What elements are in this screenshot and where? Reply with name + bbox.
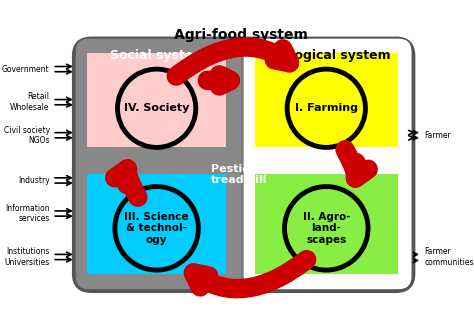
Text: Retail
Wholesale: Retail Wholesale: [10, 93, 50, 112]
Text: Institutions
Universities: Institutions Universities: [4, 247, 50, 267]
FancyBboxPatch shape: [74, 39, 413, 291]
Text: treadmill: treadmill: [211, 176, 267, 185]
Text: Industry: Industry: [18, 176, 50, 185]
Text: Civil society
NGOs: Civil society NGOs: [3, 126, 50, 145]
Text: Ecological system: Ecological system: [266, 49, 390, 62]
Text: Government: Government: [2, 65, 50, 74]
Text: Pesticide: Pesticide: [211, 164, 268, 174]
FancyBboxPatch shape: [255, 53, 399, 147]
Text: Agri-food system: Agri-food system: [174, 28, 308, 42]
FancyBboxPatch shape: [87, 174, 226, 274]
FancyBboxPatch shape: [76, 39, 241, 289]
Text: II. Agro-
land-
scapes: II. Agro- land- scapes: [302, 212, 350, 245]
Text: IV. Society: IV. Society: [124, 103, 189, 113]
Text: I. Farming: I. Farming: [295, 103, 358, 113]
Text: III. Science
& technol-
ogy: III. Science & technol- ogy: [124, 212, 189, 245]
FancyBboxPatch shape: [255, 174, 399, 274]
Text: Social system: Social system: [110, 49, 207, 62]
Text: Farmer
communities: Farmer communities: [425, 247, 474, 267]
FancyBboxPatch shape: [87, 53, 226, 147]
FancyBboxPatch shape: [244, 39, 411, 289]
Text: Farmer: Farmer: [425, 131, 451, 140]
Text: Information
services: Information services: [5, 204, 50, 223]
